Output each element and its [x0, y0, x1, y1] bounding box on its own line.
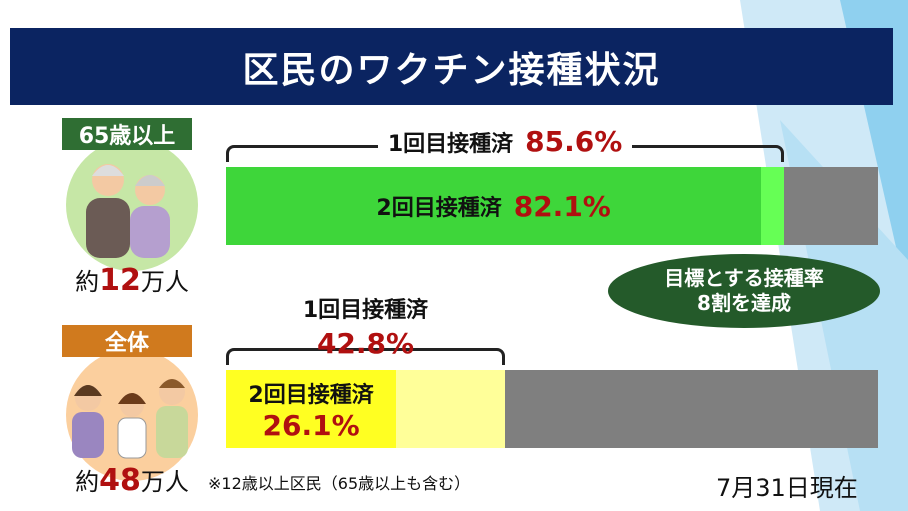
dose1-caption: 1回目接種済 85.6% [226, 125, 784, 158]
group-tag: 65歳以上 [62, 118, 192, 150]
dose2-value: 26.1% [262, 408, 360, 442]
footnote: ※12歳以上区民（65歳以上も含む） [208, 474, 471, 493]
date: 7月31日現在 [716, 474, 858, 502]
dose2-label: 2回目接種済 [248, 382, 374, 408]
population-prefix: 約 [75, 268, 100, 296]
population: 約12万人 [52, 262, 212, 298]
target-line: 8割を達成 [697, 291, 791, 315]
population-prefix: 約 [75, 468, 100, 496]
dose1-bracket [226, 348, 506, 365]
population-suffix: 万人 [140, 468, 189, 496]
population-number: 12 [99, 263, 141, 298]
dose1-label: 1回目接種済 [387, 131, 514, 157]
dose1-label: 1回目接種済 [302, 298, 429, 323]
dose2-value: 82.1% [513, 189, 611, 223]
bar-track: 2回目接種済 26.1% [226, 370, 878, 448]
bar-track: 2回目接種済 82.1% [226, 167, 878, 245]
dose2-label: 2回目接種済 [376, 196, 502, 221]
group-tag: 全体 [62, 325, 192, 357]
illustration-elderly [86, 164, 170, 258]
dose2-bar: 2回目接種済 82.1% [226, 167, 762, 245]
population-suffix: 万人 [140, 268, 189, 296]
illustration-family [72, 379, 188, 459]
title: 区民のワクチン接種状況 [10, 28, 893, 105]
population-number: 48 [99, 463, 141, 498]
target-line: 目標とする接種率 [664, 266, 824, 290]
dose2-bar: 2回目接種済 26.1% [226, 370, 397, 448]
dose1-value: 85.6% [525, 125, 623, 158]
population: 約48万人 [52, 462, 212, 498]
target-badge: 目標とする接種率 8割を達成 [608, 254, 880, 328]
dose1-value: 42.8% [316, 327, 415, 360]
dose1-caption-box: 1回目接種済 85.6% [377, 125, 633, 158]
